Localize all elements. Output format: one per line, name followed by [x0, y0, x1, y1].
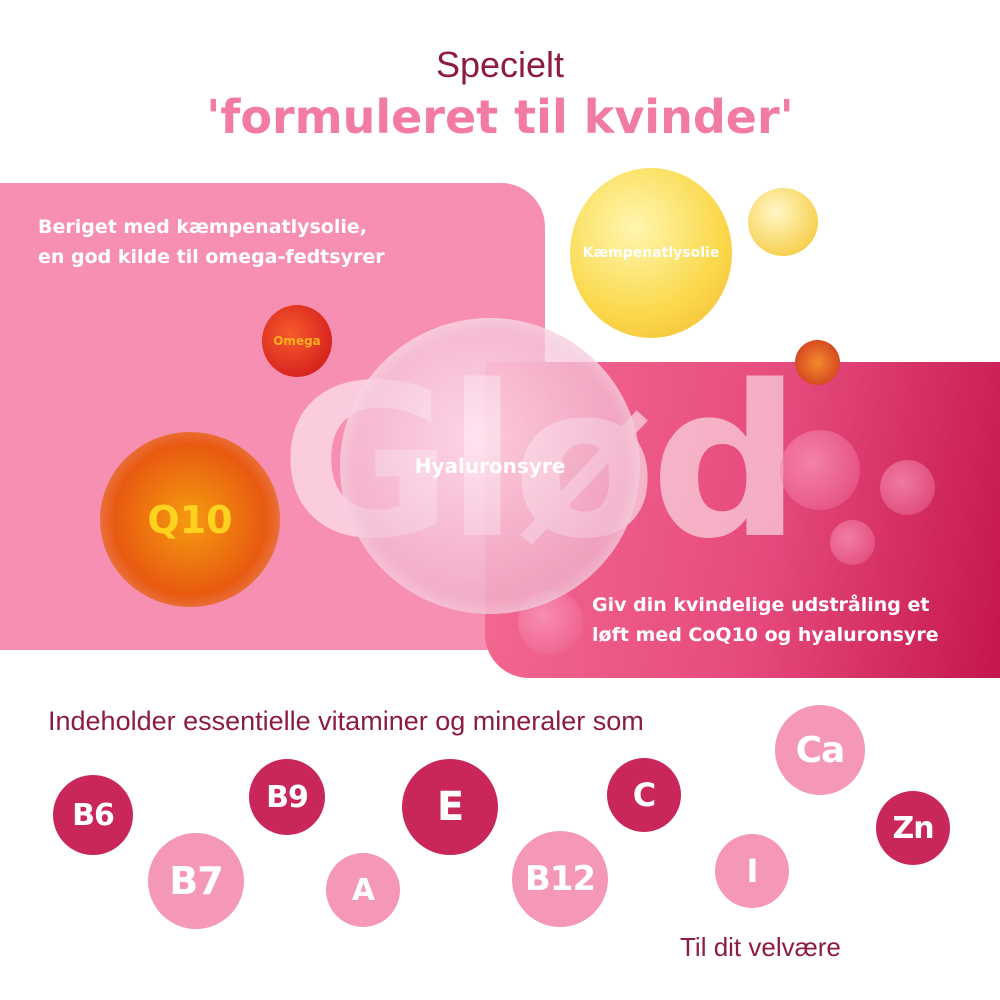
nutrient-b12: B12 [512, 831, 608, 927]
nutrient-b6: B6 [53, 775, 133, 855]
nutrient-i: I [715, 834, 789, 908]
nutrient-a: A [326, 853, 400, 927]
small-yellow-bubble [748, 188, 818, 256]
nutrient-c: C [607, 758, 681, 832]
molecule-ball [780, 430, 860, 510]
nutrient-zn: Zn [876, 791, 950, 865]
left-panel-text: Beriget med kæmpenatlysolie, en god kilde… [38, 212, 385, 272]
omega-bubble: Omega [262, 305, 332, 377]
vitamins-text: Indeholder essentielle vitaminer og mine… [48, 706, 644, 736]
footer-text: Til dit velvære [680, 932, 841, 962]
right-text-line1: Giv din kvindelige udstråling et [592, 594, 930, 616]
heading-line2: 'formuleret til kvinder' [206, 90, 794, 144]
left-text-line2: en god kilde til omega-fedtsyrer [38, 246, 385, 268]
nutrient-b9: B9 [249, 759, 325, 835]
molecule-ball [880, 460, 935, 515]
nutrient-ca: Ca [775, 705, 865, 795]
q10-bubble: Q10 [100, 432, 280, 607]
nutrient-e: E [402, 759, 498, 855]
red-droplet [795, 340, 840, 385]
molecule-ball [830, 520, 875, 565]
evening-primrose-bubble: Kæmpenatlysolie [570, 168, 732, 338]
left-text-line1: Beriget med kæmpenatlysolie, [38, 216, 367, 238]
right-text-line2: løft med CoQ10 og hyaluronsyre [592, 624, 939, 646]
heading-line1: Specielt [435, 44, 565, 85]
nutrient-b7: B7 [148, 833, 244, 929]
hyaluronic-bubble: Hyaluronsyre [340, 318, 640, 614]
right-panel-text: Giv din kvindelige udstråling et løft med… [592, 590, 939, 650]
